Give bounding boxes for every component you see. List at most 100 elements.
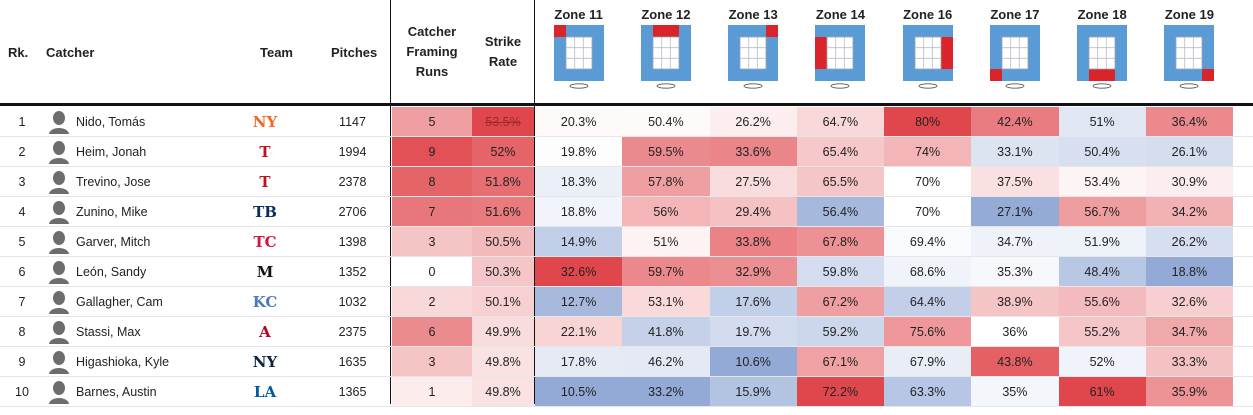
strike-zone-diagram-icon xyxy=(640,25,691,89)
catcher-name[interactable]: Barnes, Austin xyxy=(76,385,157,399)
header-zone-6[interactable]: Zone 17 xyxy=(971,0,1058,104)
player-avatar-icon xyxy=(48,170,70,194)
header-zone-8[interactable]: Zone 19 xyxy=(1146,0,1233,104)
catcher-name[interactable]: Heim, Jonah xyxy=(76,145,147,159)
table-row[interactable]: 1 49.8% 10.5% 33.2% 15.9% 72.2% 63.3% 35% 61% 35.… xyxy=(0,377,1253,407)
team-logo-mia[interactable]: M xyxy=(256,263,274,281)
table-row[interactable]: 2 50.1% 12.7% 53.1% 17.6% 67.2% 64.4% 38.9% 55.6… xyxy=(0,287,1253,317)
table-row[interactable]: 8 51.8% 18.3% 57.8% 27.5% 65.5% 70% 37.5% 53.4% 3… xyxy=(0,167,1253,197)
strike-zone-diagram-icon xyxy=(1077,25,1128,89)
table-row[interactable]: 6 49.9% 22.1% 41.8% 19.7% 59.2% 75.6% 36% 55.2% 3… xyxy=(0,317,1253,347)
team-logo-tb[interactable]: TB xyxy=(253,203,277,221)
zone-value-cell: 29.4% xyxy=(709,197,797,227)
zone-value-cell: 38.9% xyxy=(971,287,1059,317)
header-rank[interactable]: Rk. xyxy=(8,44,29,60)
table-row[interactable]: 5 53.5% 20.3% 50.4% 26.2% 64.7% 80% 42.4% 51% 36.… xyxy=(0,107,1253,137)
zone-value-cell: 34.2% xyxy=(1145,197,1233,227)
team-logo-nym[interactable]: NY xyxy=(252,113,278,131)
zone-value-cell: 67.8% xyxy=(796,227,884,257)
catcher-name[interactable]: León, Sandy xyxy=(76,265,147,279)
catcher-name[interactable]: Nido, Tomás xyxy=(76,115,146,129)
table-row[interactable]: 9 52% 19.8% 59.5% 33.6% 65.4% 74% 33.1% 50.4% 26.… xyxy=(0,137,1253,167)
zone-value-cell: 74% xyxy=(884,137,972,167)
zone-value-cell: 37.5% xyxy=(971,167,1059,197)
zone-value-cell: 15.9% xyxy=(709,377,797,407)
strike-rate-cell: 52% xyxy=(472,137,534,167)
zone-value-cell: 17.8% xyxy=(535,347,623,377)
zone-value-cell: 55.6% xyxy=(1058,287,1146,317)
zone-value-cell: 14.9% xyxy=(535,227,623,257)
row-divider xyxy=(0,286,1253,287)
zone-value-cell: 55.2% xyxy=(1058,317,1146,347)
zone-value-cell: 51% xyxy=(1058,107,1146,137)
framing-runs-cell: 6 xyxy=(392,317,472,347)
header-zone-4[interactable]: Zone 14 xyxy=(797,0,884,104)
header-zone-7[interactable]: Zone 18 xyxy=(1059,0,1146,104)
header-strike-line-1: Strike xyxy=(484,34,522,49)
header-team[interactable]: Team xyxy=(260,44,293,60)
team-logo-laa[interactable]: A xyxy=(259,323,271,341)
header-zone-1[interactable]: Zone 11 xyxy=(535,0,622,104)
pitches-cell: 1635 xyxy=(338,355,367,369)
catcher-name[interactable]: Stassi, Max xyxy=(76,325,141,339)
row-divider xyxy=(0,346,1253,347)
header-catcher[interactable]: Catcher xyxy=(46,44,95,60)
row-divider xyxy=(0,376,1253,377)
header-zone-5[interactable]: Zone 16 xyxy=(884,0,971,104)
player-avatar-icon xyxy=(48,350,70,374)
zone-label: Zone 14 xyxy=(815,7,865,22)
zone-value-cell: 69.4% xyxy=(884,227,972,257)
rank-cell: 9 xyxy=(18,355,26,369)
zone-label: Zone 13 xyxy=(728,7,778,22)
header-strike-line-2: Rate xyxy=(488,54,518,69)
table-row[interactable]: 0 50.3% 32.6% 59.7% 32.9% 59.8% 68.6% 35.3% 48.4… xyxy=(0,257,1253,287)
zone-value-cell: 70% xyxy=(884,197,972,227)
zone-value-cell: 61% xyxy=(1058,377,1146,407)
team-logo-tex[interactable]: T xyxy=(259,173,271,191)
team-logo-tex[interactable]: T xyxy=(259,143,271,161)
pitches-cell: 2375 xyxy=(338,325,367,339)
zone-value-cell: 27.1% xyxy=(971,197,1059,227)
header-zone-2[interactable]: Zone 12 xyxy=(622,0,709,104)
row-divider xyxy=(0,166,1253,167)
zone-value-cell: 33.8% xyxy=(709,227,797,257)
catcher-name[interactable]: Zunino, Mike xyxy=(76,205,148,219)
zone-value-cell: 80% xyxy=(884,107,972,137)
zone-value-cell: 51.9% xyxy=(1058,227,1146,257)
framing-runs-cell: 9 xyxy=(392,137,472,167)
catcher-name[interactable]: Trevino, Jose xyxy=(76,175,151,189)
header-rule xyxy=(0,103,1253,106)
pitches-cell: 1352 xyxy=(338,265,367,279)
header-pitches[interactable]: Pitches xyxy=(331,44,378,60)
catcher-name[interactable]: Gallagher, Cam xyxy=(76,295,163,309)
zone-value-cell: 68.6% xyxy=(884,257,972,287)
zone-value-cell: 12.7% xyxy=(535,287,623,317)
strike-rate-cell: 49.8% xyxy=(472,347,534,377)
table-row[interactable]: 7 51.6% 18.8% 56% 29.4% 56.4% 70% 27.1% 56.7% 34.… xyxy=(0,197,1253,227)
table-row[interactable]: 3 49.8% 17.8% 46.2% 10.6% 67.1% 67.9% 43.8% 52% 3… xyxy=(0,347,1253,377)
team-logo-lad[interactable]: LA xyxy=(253,383,277,401)
header-zone-3[interactable]: Zone 13 xyxy=(710,0,797,104)
header-framing-runs[interactable]: Catcher Framing Runs xyxy=(392,0,472,104)
zone-value-cell: 53.1% xyxy=(622,287,710,317)
team-logo-nyy[interactable]: NY xyxy=(252,353,278,371)
catcher-name[interactable]: Garver, Mitch xyxy=(76,235,151,249)
zone-value-cell: 26.2% xyxy=(1145,227,1233,257)
strike-rate-cell: 50.3% xyxy=(472,257,534,287)
strike-zone-diagram-icon xyxy=(728,25,779,89)
player-avatar-icon xyxy=(48,380,70,404)
pitches-cell: 1147 xyxy=(339,115,366,129)
team-logo-kc[interactable]: KC xyxy=(252,293,278,311)
player-avatar-icon xyxy=(48,200,70,224)
table-row[interactable]: 3 50.5% 14.9% 51% 33.8% 67.8% 69.4% 34.7% 51.9% 2… xyxy=(0,227,1253,257)
divider-right xyxy=(534,0,535,404)
header-framing-line-3: Runs xyxy=(415,64,449,79)
zone-value-cell: 27.5% xyxy=(709,167,797,197)
catcher-name[interactable]: Higashioka, Kyle xyxy=(76,355,170,369)
team-logo-min[interactable]: TC xyxy=(253,233,277,251)
row-divider xyxy=(0,256,1253,257)
zone-value-cell: 50.4% xyxy=(622,107,710,137)
strike-zone-diagram-icon xyxy=(815,25,866,89)
header-strike-rate[interactable]: Strike Rate xyxy=(472,0,534,104)
